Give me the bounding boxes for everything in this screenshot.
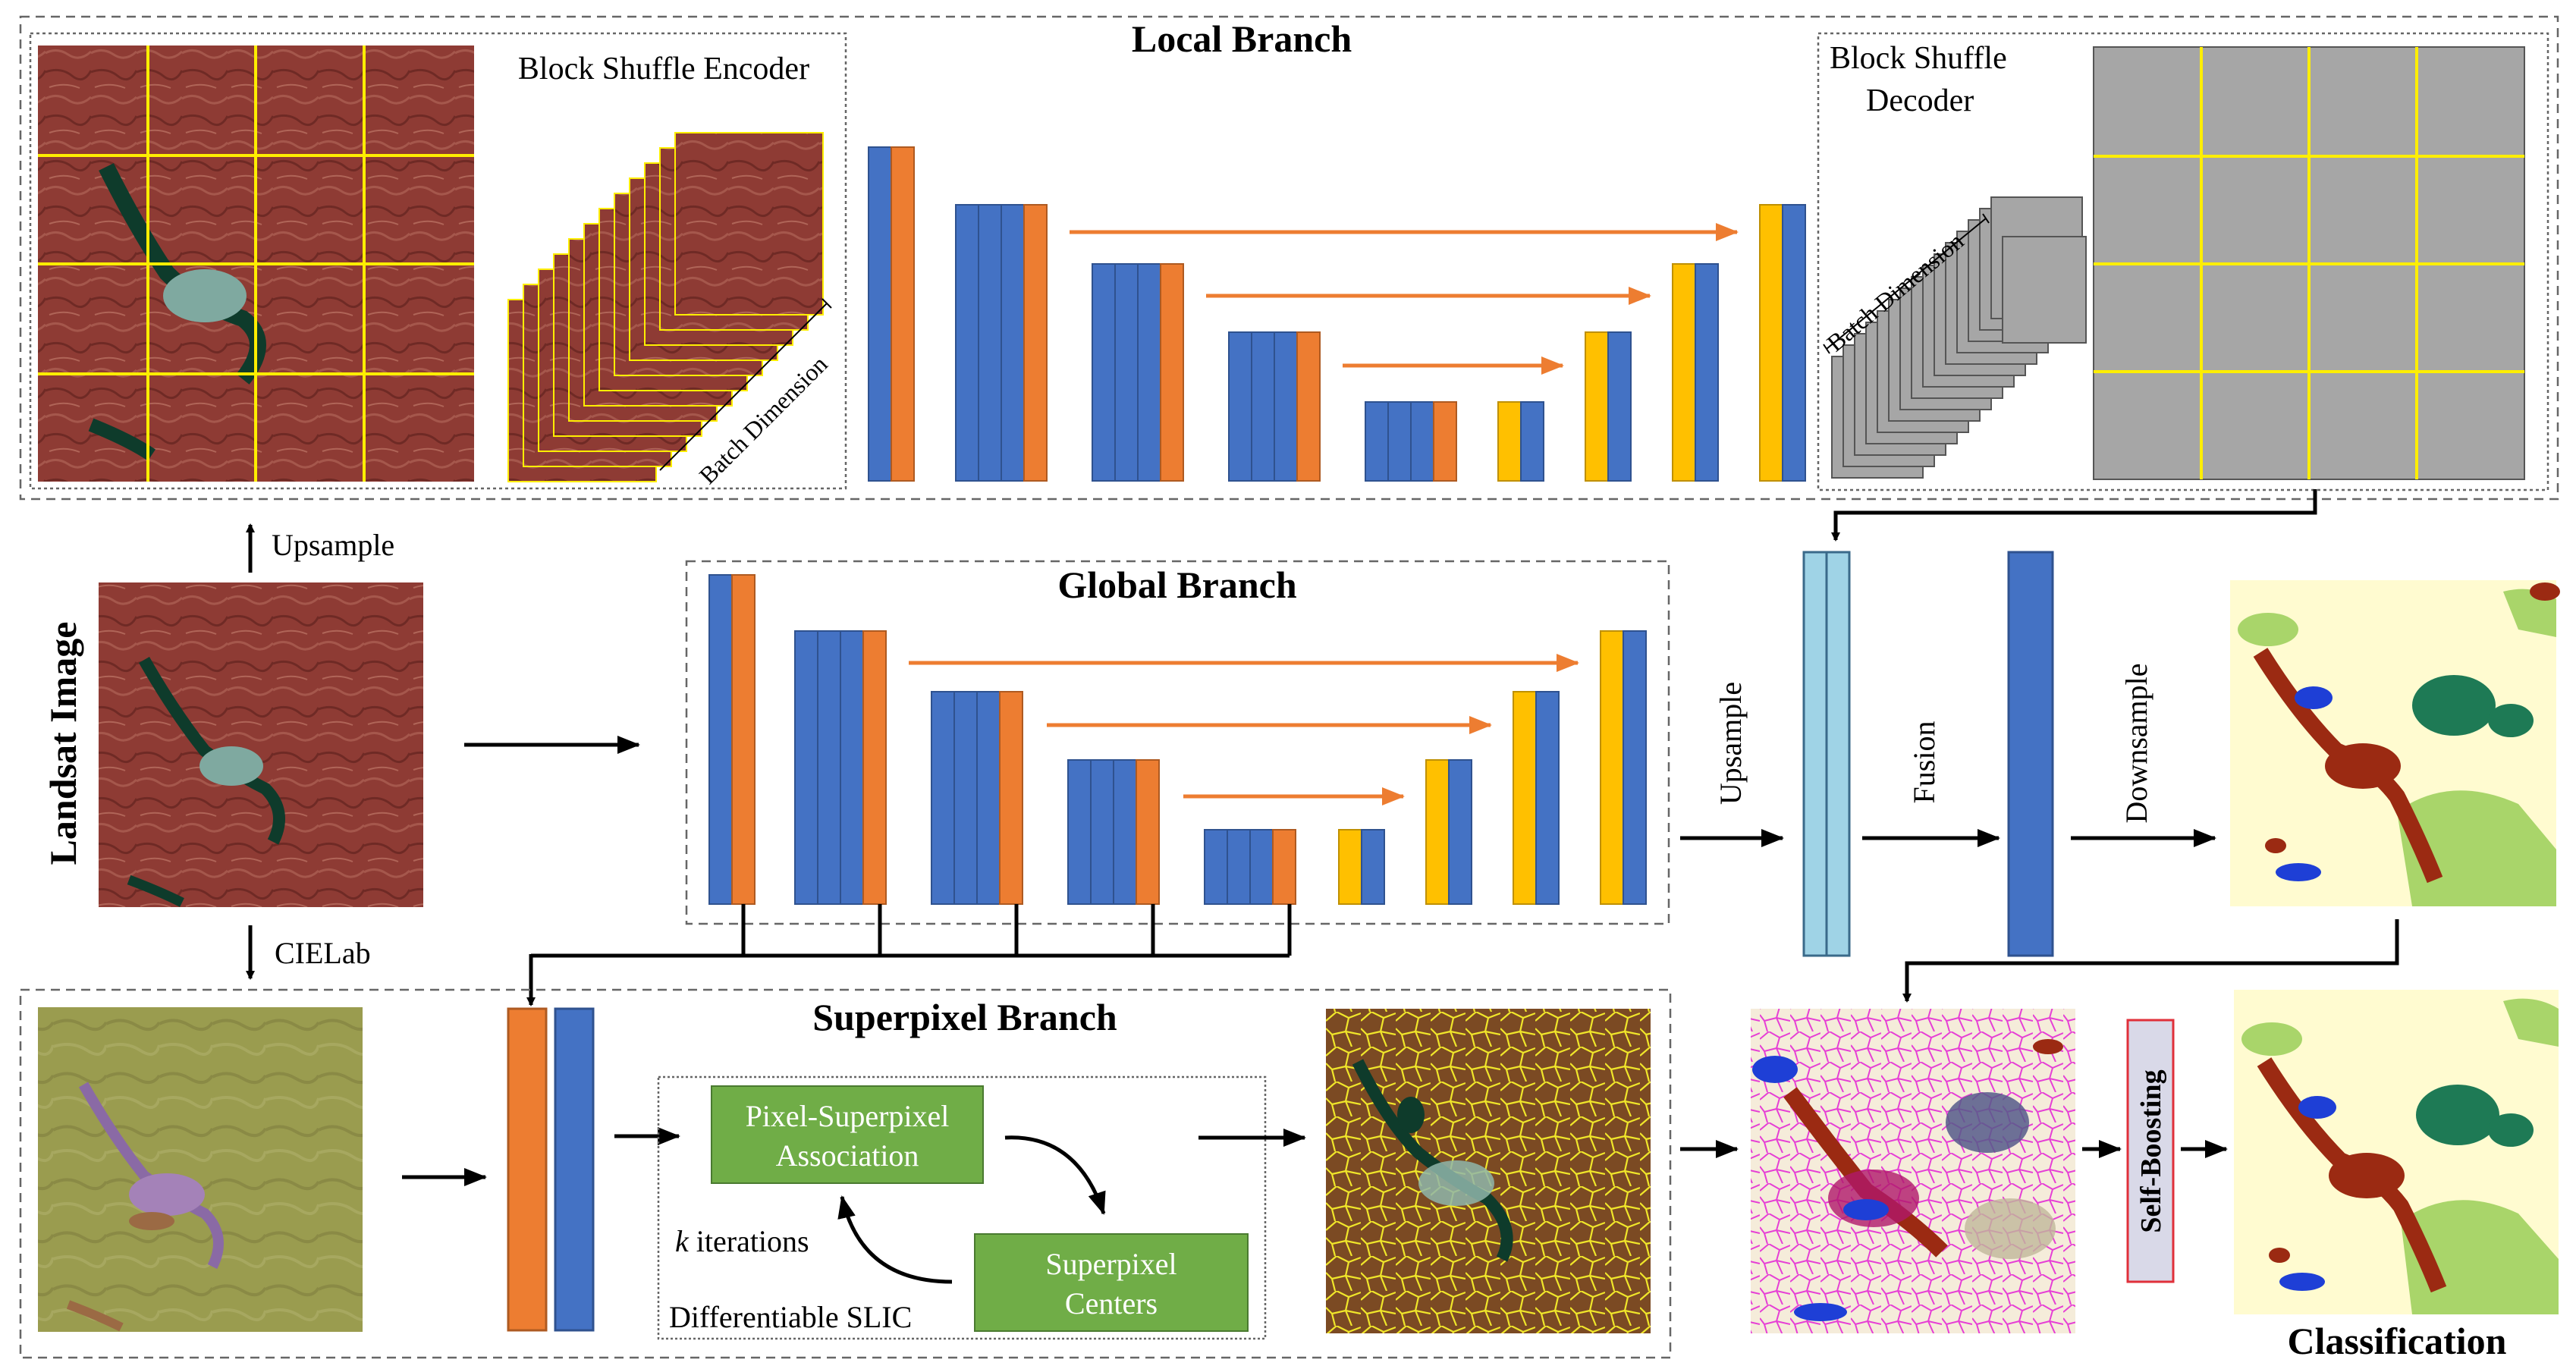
decoder-grid-lines bbox=[2094, 47, 2524, 479]
superpixel-centers-line1: Superpixel bbox=[1045, 1247, 1176, 1281]
self-boosting-label: Self-Boosting bbox=[2135, 1069, 2167, 1232]
decoder-border bbox=[1817, 32, 2549, 491]
map-to-superpixel-arrow bbox=[1902, 919, 2399, 1003]
downsample-label: Downsample bbox=[2119, 663, 2153, 823]
decoder-batch-bracket bbox=[1823, 213, 1990, 354]
local-branch-border bbox=[19, 15, 2559, 501]
landsat-image bbox=[99, 582, 423, 907]
differentiable-slic-label: Differentiable SLIC bbox=[669, 1300, 912, 1334]
pixel-superpixel-line2: Association bbox=[776, 1138, 919, 1173]
fusion-input-bar-1 bbox=[1802, 551, 1828, 957]
local-branch-title: Local Branch bbox=[1132, 17, 1352, 60]
superpixel-segmentation-image bbox=[1326, 1009, 1651, 1333]
centers-to-association-arrow bbox=[837, 1195, 953, 1284]
encoder-batch-bracket bbox=[659, 298, 832, 471]
global-unet bbox=[708, 574, 1647, 905]
k-iterations-label: k iterations bbox=[675, 1224, 809, 1258]
fusion-input-bar-2 bbox=[1825, 551, 1851, 957]
encoder-label: Block Shuffle Encoder bbox=[518, 52, 809, 86]
global-to-superpixel-connector bbox=[526, 904, 1292, 1006]
cielab-image bbox=[38, 1007, 363, 1332]
fusion-label: Fusion bbox=[1907, 721, 1941, 804]
coarse-classification-map bbox=[2230, 580, 2560, 906]
pixel-superpixel-box bbox=[711, 1085, 984, 1184]
upsample-label: Upsample bbox=[272, 528, 394, 562]
superpixel-branch-title: Superpixel Branch bbox=[812, 996, 1117, 1038]
decoder-label-line1: Block Shuffle bbox=[1830, 41, 2007, 76]
final-classification-map bbox=[2234, 990, 2559, 1314]
self-boosting-box bbox=[2126, 1019, 2175, 1283]
local-unet bbox=[868, 146, 1806, 482]
superpixel-centers-line2: Centers bbox=[1065, 1286, 1158, 1320]
local-skip-arrows bbox=[1070, 223, 1739, 375]
landsat-image-label: Landsat Image bbox=[42, 622, 84, 865]
superpixel-blue-bar bbox=[554, 1007, 595, 1332]
upsample-vertical-label: Upsample bbox=[1714, 682, 1748, 805]
superpixel-branch-border bbox=[19, 988, 1672, 1359]
decoder-batch-stack bbox=[1831, 196, 2087, 479]
encoder-batch-stack bbox=[507, 132, 824, 482]
differentiable-slic-border bbox=[657, 1075, 1267, 1340]
pixel-superpixel-line1: Pixel-Superpixel bbox=[746, 1099, 950, 1133]
global-branch-border bbox=[685, 560, 1670, 925]
iterations-text: iterations bbox=[689, 1224, 809, 1258]
decoder-to-fusion-arrow bbox=[1831, 489, 2317, 542]
global-branch-title: Global Branch bbox=[1057, 564, 1297, 606]
grid-lines bbox=[38, 46, 474, 482]
cielab-label: CIELab bbox=[275, 936, 371, 970]
classification-label: Classification bbox=[2288, 1320, 2507, 1362]
superpixel-overlay-map bbox=[1751, 1009, 2075, 1333]
encoder-border bbox=[29, 32, 847, 490]
decoder-label-line2: Decoder bbox=[1866, 83, 1974, 118]
superpixel-centers-box bbox=[974, 1233, 1249, 1332]
superpixel-orange-bar bbox=[507, 1007, 548, 1332]
association-to-centers-arrow bbox=[1004, 1135, 1106, 1215]
global-skip-arrows bbox=[909, 654, 1579, 805]
k-symbol: k bbox=[675, 1224, 690, 1258]
fused-feature-bar bbox=[2007, 551, 2054, 957]
